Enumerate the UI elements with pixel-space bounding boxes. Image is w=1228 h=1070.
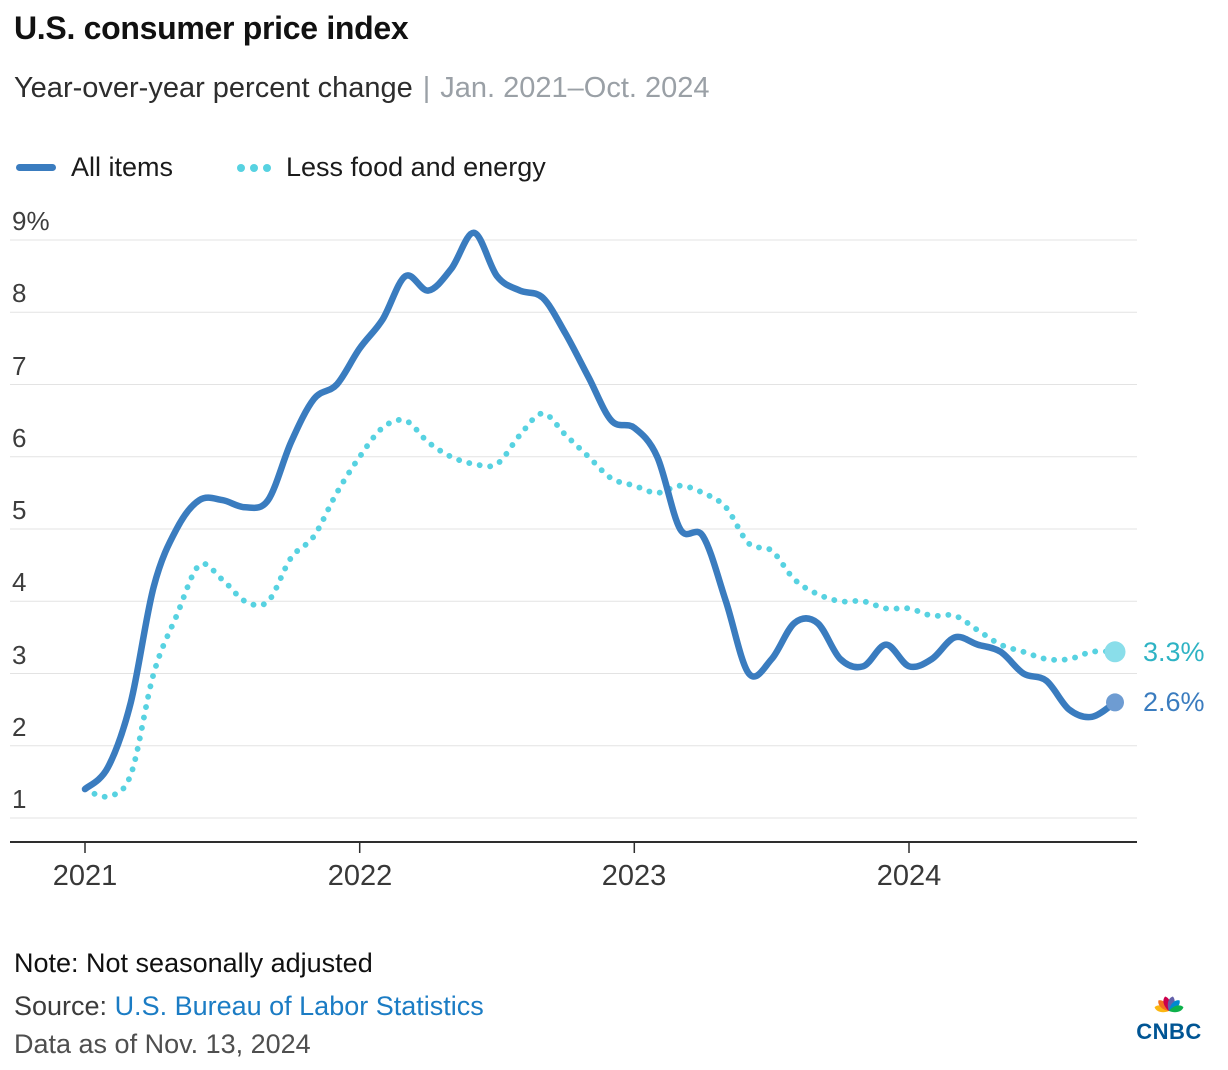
all-items-line-swatch <box>16 164 56 171</box>
y-axis-label: 2 <box>12 712 27 742</box>
subtitle-main: Year-over-year percent change <box>14 72 413 104</box>
chart-title: U.S. consumer price index <box>14 10 409 46</box>
y-axis-label: 5 <box>12 495 27 525</box>
source-prefix: Source: <box>14 991 115 1021</box>
y-axis-label: 1 <box>12 784 27 814</box>
legend-item-less-food-energy: Less food and energy <box>237 152 546 183</box>
series-end-value-label: 3.3% <box>1143 637 1205 667</box>
chart-note: Note: Not seasonally adjusted <box>14 948 373 978</box>
cnbc-wordmark: CNBC <box>1136 1019 1202 1044</box>
y-axis-label: 9% <box>12 206 50 236</box>
x-axis-label: 2022 <box>327 860 393 892</box>
less-food-energy-dotted-swatch <box>237 163 272 172</box>
y-axis-label: 7 <box>12 351 27 381</box>
series-end-value-label: 2.6% <box>1143 687 1205 717</box>
subtitle-divider: | <box>422 72 431 104</box>
source-link[interactable]: U.S. Bureau of Labor Statistics <box>114 991 484 1021</box>
y-axis-label: 3 <box>12 640 27 670</box>
legend-label-all-items: All items <box>71 152 174 182</box>
cnbc-peacock-icon <box>1154 996 1184 1013</box>
y-axis-label: 4 <box>12 567 27 597</box>
chart-source: Source: U.S. Bureau of Labor Statistics <box>14 991 484 1022</box>
chart-legend: All items Less food and energy <box>16 152 546 183</box>
subtitle-date-range: Jan. 2021–Oct. 2024 <box>440 72 710 104</box>
y-axis-label: 8 <box>12 278 27 308</box>
y-axis-label: 6 <box>12 423 27 453</box>
cnbc-logo: CNBC <box>1136 980 1202 1045</box>
data-as-of: Data as of Nov. 13, 2024 <box>14 1029 311 1059</box>
x-axis-label: 2021 <box>52 860 118 892</box>
legend-label-less-food-energy: Less food and energy <box>286 152 546 182</box>
x-axis-label: 2023 <box>601 860 667 892</box>
legend-item-all-items: All items <box>16 152 173 183</box>
chart-subtitle: Year-over-year percent change | Jan. 2021–… <box>14 72 710 105</box>
x-axis-label: 2024 <box>876 860 942 892</box>
